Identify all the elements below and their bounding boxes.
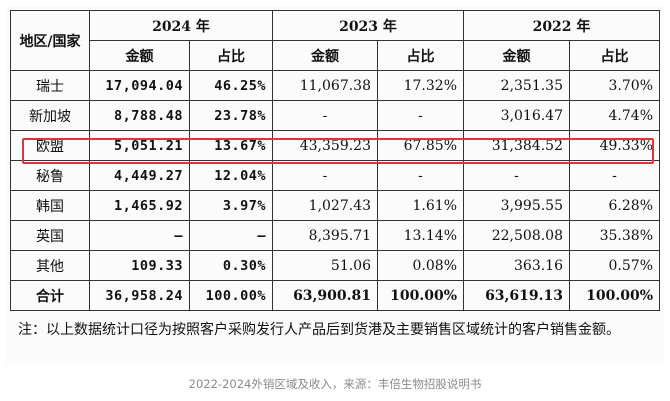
value-cell: 363.16 (463, 250, 570, 281)
table-row: 瑞士 17,094.04 46.25% 11,067.38 17.32% 2,3… (10, 70, 660, 101)
table-row: 英国 – – 8,395.71 13.14% 22,508.08 35.38% (10, 220, 660, 251)
value-cell: 4,449.27 (89, 160, 190, 191)
table-row-highlighted: 欧盟 5,051.21 13.67% 43,359.23 67.85% 31,3… (10, 130, 660, 161)
value-cell: - (377, 100, 464, 131)
value-cell: 8,788.48 (89, 100, 190, 131)
table-row: 其他 109.33 0.30% 51.06 0.08% 363.16 0.57% (10, 250, 660, 281)
sub-header: 金额 (89, 40, 190, 71)
total-label: 合计 (10, 280, 90, 311)
value-cell: 3.70% (569, 70, 660, 101)
value-cell: 46.25% (189, 70, 273, 101)
value-cell: 13.14% (377, 220, 464, 251)
corner-header: 地区/国家 (10, 10, 90, 71)
value-cell: 5,051.21 (89, 130, 190, 161)
value-cell: - (272, 100, 378, 131)
value-cell: 35.38% (569, 220, 660, 251)
sales-region-table: 地区/国家 2024 年 2023 年 2022 年 金额 占比 金额 占比 金… (10, 10, 660, 311)
total-cell: 36,958.24 (89, 280, 190, 311)
total-row: 合计 36,958.24 100.00% 63,900.81 100.00% 6… (10, 280, 660, 311)
sub-header: 占比 (377, 40, 464, 71)
value-cell: 3,016.47 (463, 100, 570, 131)
value-cell: 22,508.08 (463, 220, 570, 251)
region-cell: 瑞士 (10, 70, 90, 101)
value-cell: 0.30% (189, 250, 273, 281)
value-cell: 1,027.43 (272, 190, 378, 221)
total-cell: 100.00% (569, 280, 660, 311)
value-cell: 51.06 (272, 250, 378, 281)
value-cell: 0.57% (569, 250, 660, 281)
sub-header: 金额 (463, 40, 570, 71)
value-cell: 17.32% (377, 70, 464, 101)
value-cell: 23.78% (189, 100, 273, 131)
value-cell: – (189, 220, 273, 251)
value-cell: 109.33 (89, 250, 190, 281)
value-cell: 3.97% (189, 190, 273, 221)
value-cell: 8,395.71 (272, 220, 378, 251)
value-cell: 13.67% (189, 130, 273, 161)
sub-header: 占比 (189, 40, 273, 71)
image-caption: 2022-2024外销区域及收入，来源：丰倍生物招股说明书 (188, 377, 482, 391)
value-cell: - (377, 160, 464, 191)
total-cell: 63,619.13 (463, 280, 570, 311)
value-cell: 31,384.52 (463, 130, 570, 161)
table-row: 韩国 1,465.92 3.97% 1,027.43 1.61% 3,995.5… (10, 190, 660, 221)
region-cell: 秘鲁 (10, 160, 90, 191)
value-cell: - (272, 160, 378, 191)
table-note: 注：以上数据统计口径为按照客户采购发行人产品后到货港及主要销售区域统计的客户销售… (18, 322, 620, 338)
value-cell: 4.74% (569, 100, 660, 131)
region-cell: 欧盟 (10, 130, 90, 161)
region-cell: 新加坡 (10, 100, 90, 131)
region-cell: 韩国 (10, 190, 90, 221)
sub-header: 金额 (272, 40, 378, 71)
value-cell: 49.33% (569, 130, 660, 161)
value-cell: 1.61% (377, 190, 464, 221)
value-cell: 17,094.04 (89, 70, 190, 101)
sub-header: 占比 (569, 40, 660, 71)
year-header-2023: 2023 年 (272, 10, 464, 41)
table-row: 新加坡 8,788.48 23.78% - - 3,016.47 4.74% (10, 100, 660, 131)
year-header-2024: 2024 年 (89, 10, 273, 41)
year-header-2022: 2022 年 (463, 10, 660, 41)
value-cell: - (463, 160, 570, 191)
value-cell: 0.08% (377, 250, 464, 281)
total-cell: 100.00% (189, 280, 273, 311)
value-cell: 67.85% (377, 130, 464, 161)
region-cell: 英国 (10, 220, 90, 251)
value-cell: 1,465.92 (89, 190, 190, 221)
value-cell: – (89, 220, 190, 251)
value-cell: 6.28% (569, 190, 660, 221)
value-cell: 11,067.38 (272, 70, 378, 101)
region-cell: 其他 (10, 250, 90, 281)
value-cell: 3,995.55 (463, 190, 570, 221)
total-cell: 63,900.81 (272, 280, 378, 311)
value-cell: - (569, 160, 660, 191)
table-row: 秘鲁 4,449.27 12.04% - - - - (10, 160, 660, 191)
value-cell: 2,351.35 (463, 70, 570, 101)
total-cell: 100.00% (377, 280, 464, 311)
value-cell: 12.04% (189, 160, 273, 191)
value-cell: 43,359.23 (272, 130, 378, 161)
